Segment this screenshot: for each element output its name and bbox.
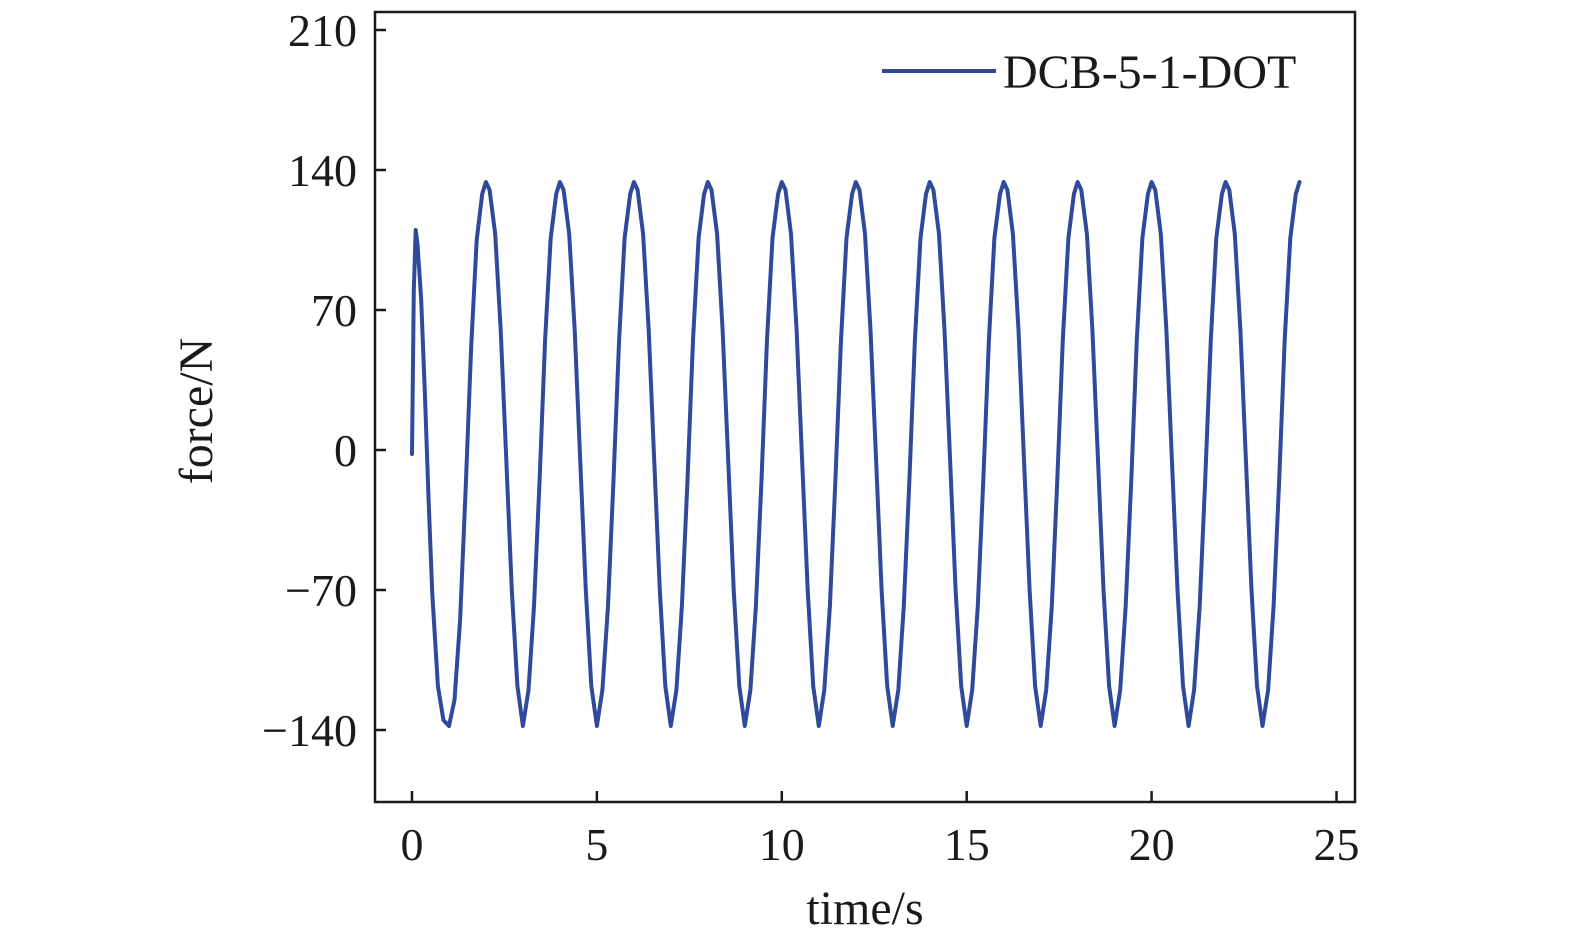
- legend-label: DCB-5-1-DOT: [1003, 46, 1296, 99]
- series-line-dcb-5-1-dot: [410, 180, 1302, 728]
- y-tick-label: 140: [288, 145, 357, 196]
- legend: DCB-5-1-DOT: [882, 46, 1296, 99]
- x-tick-label: 10: [759, 819, 805, 870]
- y-tick-label: 210: [288, 5, 357, 56]
- x-tick-label: 25: [1314, 819, 1360, 870]
- x-tick-label: 20: [1129, 819, 1175, 870]
- y-tick-label: −70: [285, 565, 357, 616]
- y-tick-label: −140: [262, 705, 357, 756]
- y-tick-label: 0: [334, 425, 357, 476]
- x-axis-ticks: 0 5 10 15 20 25: [400, 791, 1360, 870]
- x-tick-label: 15: [944, 819, 990, 870]
- y-tick-label: 70: [311, 285, 357, 336]
- y-axis-title: force/N: [170, 338, 223, 485]
- x-tick-label: 5: [585, 819, 608, 870]
- x-tick-label: 0: [400, 819, 423, 870]
- plot-frame: [373, 10, 1357, 804]
- x-axis-title: time/s: [806, 882, 923, 935]
- y-axis-ticks: −140 −70 0 70 140 210: [262, 5, 386, 756]
